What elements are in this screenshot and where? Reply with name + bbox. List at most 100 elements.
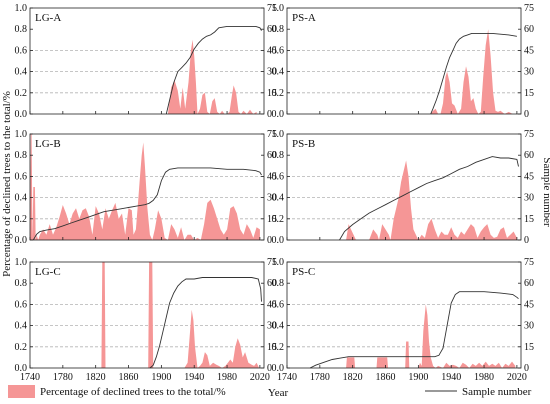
panel-ps-c: 0.0 0.2 0.4 0.6 0.8 1.0 0 15 30 45 60 75 1740 1780 182… bbox=[272, 257, 535, 383]
panels-layer: 0.00.20.40.60.81.001530456075LG-A0.00.20… bbox=[15, 3, 535, 383]
declined-percentage-area bbox=[101, 262, 260, 368]
y-right-tick-label: 75 bbox=[524, 129, 534, 140]
y-left-tick-label: 0.8 bbox=[15, 24, 28, 35]
y-left-tick-label: 0.8 bbox=[272, 150, 285, 161]
y-right-tick-label: 0 bbox=[524, 235, 529, 246]
y-right-tick-label: 0 bbox=[267, 363, 272, 374]
y-right-tick-label: 30 bbox=[524, 67, 534, 78]
y-left-tick-label: 0.0 bbox=[272, 109, 285, 120]
y-right-tick-label: 60 bbox=[524, 150, 534, 161]
panel-ps-a: 0.0 0.2 0.4 0.6 0.8 1.0 0 15 30 45 60 75 PS-A bbox=[272, 3, 535, 120]
x-tick-label: 2020 bbox=[507, 372, 527, 383]
x-tick-label: 1780 bbox=[310, 372, 330, 383]
sample-number-line bbox=[309, 291, 519, 369]
y-left-tick-label: 0.8 bbox=[15, 278, 28, 289]
y-left-tick-label: 0.6 bbox=[272, 299, 285, 310]
sample-number-line bbox=[339, 156, 519, 241]
declined-percentage-area bbox=[167, 39, 257, 114]
y-right-tick-label: 15 bbox=[267, 342, 277, 353]
y-right-tick-label: 30 bbox=[524, 321, 534, 332]
y-left-tick-label: 0.6 bbox=[15, 45, 28, 56]
y-left-tick-label: 0.4 bbox=[272, 67, 285, 78]
panel-ps-b: 0.0 0.2 0.4 0.6 0.8 1.0 0 15 30 45 60 75 PS-B bbox=[272, 129, 535, 246]
plot-frame bbox=[29, 261, 265, 369]
x-tick-label: 1980 bbox=[474, 372, 494, 383]
y-left-tick-label: 0.2 bbox=[272, 214, 285, 225]
y-left-tick-label: 1.0 bbox=[272, 257, 285, 268]
y-left-tick-label: 1.0 bbox=[15, 129, 28, 140]
panel-title: LG-A bbox=[35, 12, 61, 24]
y-left-tick-label: 1.0 bbox=[272, 3, 285, 14]
y-right-tick-label: 45 bbox=[524, 171, 534, 182]
y-right-tick-label: 30 bbox=[267, 321, 277, 332]
panel-lg-a: 0.0 0.2 0.4 0.6 0.8 1.0 0 15 30 45 60 75 LG-A bbox=[15, 3, 278, 120]
y-right-tick-label: 75 bbox=[267, 3, 277, 14]
x-tick-label: 1980 bbox=[217, 372, 237, 383]
y-right-tick-label: 60 bbox=[267, 150, 277, 161]
x-tick-label: 1860 bbox=[119, 372, 139, 383]
legend: Percentage of declined trees to the tota… bbox=[8, 385, 532, 398]
y-left-tick-label: 0.2 bbox=[15, 88, 28, 99]
x-tick-label: 1780 bbox=[53, 372, 73, 383]
y-left-tick-label: 0.6 bbox=[272, 45, 285, 56]
panel-title: LG-C bbox=[35, 266, 61, 278]
y-right-tick-label: 0 bbox=[524, 109, 529, 120]
y-left-tick-label: 0.2 bbox=[272, 342, 285, 353]
y-right-tick-label: 45 bbox=[267, 171, 277, 182]
y-left-tick-label: 0.6 bbox=[272, 171, 285, 182]
x-tick-label: 1900 bbox=[408, 372, 428, 383]
y-right-tick-label: 45 bbox=[267, 299, 277, 310]
panel-lg-b: 0.0 0.2 0.4 0.6 0.8 1.0 0 15 30 45 60 75 LG-B bbox=[15, 129, 278, 246]
plot-frame bbox=[29, 133, 265, 241]
y-right-tick-label: 75 bbox=[267, 257, 277, 268]
y-left-tick-label: 0.2 bbox=[15, 342, 28, 353]
sample-number-line bbox=[165, 25, 262, 115]
y-right-tick-label: 60 bbox=[267, 24, 277, 35]
y-right-tick-label: 15 bbox=[267, 88, 277, 99]
x-tick-label: 1860 bbox=[376, 372, 396, 383]
x-tick-label: 1740 bbox=[277, 372, 297, 383]
y-right-tick-label: 45 bbox=[524, 299, 534, 310]
y-right-tick-label: 75 bbox=[267, 129, 277, 140]
plot-frame bbox=[286, 7, 522, 115]
panel-title: PS-C bbox=[292, 266, 315, 278]
y-right-tick-label: 15 bbox=[524, 214, 534, 225]
y-right-tick-label: 60 bbox=[267, 278, 277, 289]
y-right-tick-label: 60 bbox=[524, 24, 534, 35]
y-right-tick-label: 45 bbox=[267, 45, 277, 56]
x-tick-label: 1820 bbox=[86, 372, 106, 383]
y-right-tick-label: 45 bbox=[524, 45, 534, 56]
sample-number-line bbox=[149, 277, 262, 369]
y-right-tick-label: 30 bbox=[524, 193, 534, 204]
y-left-tick-label: 0.0 bbox=[15, 363, 28, 374]
y-left-tick-label: 0.2 bbox=[272, 88, 285, 99]
x-tick-label: 1740 bbox=[20, 372, 40, 383]
y-left-tick-label: 0.0 bbox=[272, 235, 285, 246]
y-left-tick-label: 0.8 bbox=[15, 150, 28, 161]
y-right-tick-label: 0 bbox=[524, 363, 529, 374]
y-left-tick-label: 0.0 bbox=[15, 109, 28, 120]
x-axis-label: Year bbox=[268, 387, 289, 399]
y-right-axis-label: Sample number bbox=[541, 157, 550, 227]
y-left-tick-label: 1.0 bbox=[15, 3, 28, 14]
y-left-tick-label: 0.8 bbox=[272, 24, 285, 35]
y-left-tick-label: 0.6 bbox=[15, 299, 28, 310]
y-left-tick-label: 0.6 bbox=[15, 171, 28, 182]
y-left-axis-label: Percentage of declined trees to the tota… bbox=[1, 91, 13, 277]
legend-bar-swatch bbox=[8, 385, 35, 398]
plot-frame bbox=[29, 7, 265, 115]
y-left-tick-label: 0.4 bbox=[272, 321, 285, 332]
x-tick-label: 1940 bbox=[184, 372, 204, 383]
y-right-tick-label: 15 bbox=[524, 342, 534, 353]
y-left-tick-label: 0.4 bbox=[15, 67, 28, 78]
y-left-tick-label: 0.0 bbox=[15, 235, 28, 246]
panel-lg-c: 0.0 0.2 0.4 0.6 0.8 1.0 0 15 30 45 60 75 1740 1780 182… bbox=[15, 257, 278, 383]
panel-title: LG-B bbox=[35, 138, 61, 150]
y-right-tick-label: 15 bbox=[267, 214, 277, 225]
y-right-tick-label: 15 bbox=[524, 88, 534, 99]
plot-frame bbox=[286, 261, 522, 369]
y-left-tick-label: 0.4 bbox=[272, 193, 285, 204]
x-tick-label: 1940 bbox=[441, 372, 461, 383]
plot-frame bbox=[286, 133, 522, 241]
